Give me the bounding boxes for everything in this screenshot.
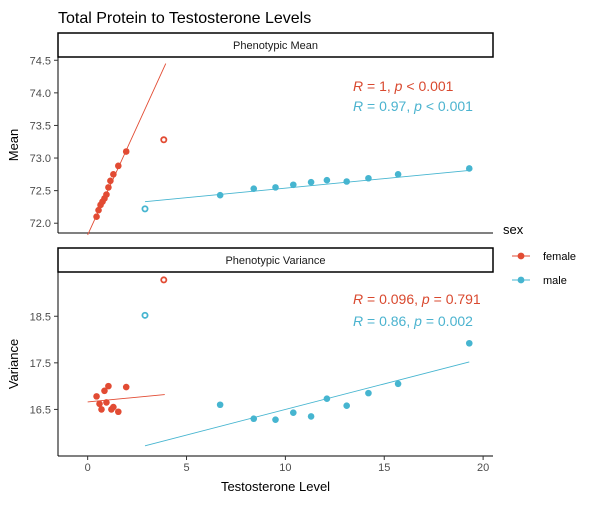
point-male	[343, 178, 350, 185]
point-male	[307, 178, 315, 186]
chart-title: Total Protein to Testosterone Levels	[58, 10, 311, 27]
legend-title: sex	[503, 222, 524, 237]
point-female	[122, 383, 130, 391]
y-axis-title-variance: Variance	[6, 339, 21, 389]
points-variance	[93, 276, 473, 423]
panel-variance: Phenotypic Variance Variance 16.5 17.5 18.…	[6, 247, 494, 457]
point-female	[96, 400, 103, 408]
point-female	[115, 408, 122, 416]
outlier-male	[141, 311, 149, 319]
y-tick-label: 74.5	[30, 55, 51, 67]
point-female	[103, 191, 110, 198]
x-ticks: 0 5 10 15 20	[85, 456, 489, 474]
point-female	[101, 387, 108, 395]
y-ticks-variance: 16.5 17.5 18.5	[30, 311, 58, 416]
point-male	[394, 380, 402, 388]
point-male	[272, 416, 279, 423]
point-female	[107, 177, 114, 185]
y-tick-label: 74.0	[30, 88, 51, 100]
point-male	[365, 174, 372, 182]
legend-label-male: male	[543, 275, 567, 287]
outlier-female	[160, 276, 168, 284]
point-female	[93, 393, 100, 400]
point-male	[394, 171, 402, 178]
point-male	[250, 185, 258, 192]
point-male	[307, 413, 315, 420]
point-female	[122, 148, 130, 155]
point-male	[323, 395, 331, 403]
x-tick-label: 15	[378, 462, 390, 474]
x-axis-title: Testosterone Level	[221, 479, 330, 494]
stat-male-mean: R = 0.97, p < 0.001	[353, 98, 473, 114]
legend-key-female	[517, 252, 525, 260]
y-tick-label: 72.0	[30, 218, 51, 230]
legend-item-male: male	[512, 275, 567, 287]
outlier-male	[141, 205, 149, 213]
point-male	[216, 191, 224, 199]
y-ticks-mean: 72.0 72.5 73.0 73.5 74.0 74.5	[30, 55, 58, 230]
points-mean	[93, 136, 473, 221]
point-female	[115, 162, 122, 170]
strip-label-mean: Phenotypic Mean	[233, 40, 318, 52]
point-male	[289, 181, 297, 189]
fit-lines-variance	[87, 361, 470, 447]
legend-key-male	[517, 276, 525, 284]
fit-line-male	[144, 169, 470, 203]
x-tick-label: 5	[183, 462, 189, 474]
y-tick-label: 72.5	[30, 186, 51, 198]
outlier-female	[160, 136, 168, 144]
point-female	[95, 206, 102, 214]
point-female	[93, 213, 100, 221]
point-male	[323, 176, 331, 184]
point-male	[365, 389, 372, 397]
legend-item-female: female	[512, 251, 576, 263]
point-male	[465, 339, 473, 347]
strip-mean	[57, 32, 494, 58]
point-female	[105, 184, 112, 191]
point-female	[103, 399, 110, 406]
point-female	[98, 406, 105, 413]
point-male	[465, 165, 473, 172]
strip-label-variance: Phenotypic Variance	[225, 255, 325, 267]
y-tick-label: 16.5	[30, 404, 51, 416]
y-tick-label: 18.5	[30, 311, 51, 323]
y-tick-label: 73.5	[30, 120, 51, 132]
point-male	[216, 401, 224, 409]
point-male	[289, 409, 297, 416]
point-male	[250, 415, 258, 423]
legend: sex female male	[503, 222, 576, 287]
point-male	[272, 184, 279, 191]
stat-male-variance: R = 0.86, p = 0.002	[353, 313, 473, 329]
panel-mean: Phenotypic Mean Mean 72.0 72.5 73.0 73.5 74.…	[6, 32, 494, 236]
stat-female-mean: R = 1, p < 0.001	[353, 78, 454, 94]
x-tick-label: 0	[85, 462, 91, 474]
strip-variance	[57, 247, 494, 273]
point-female	[110, 403, 117, 411]
legend-label-female: female	[543, 251, 576, 263]
x-tick-label: 10	[279, 462, 291, 474]
fit-line-male	[144, 361, 470, 447]
y-tick-label: 17.5	[30, 358, 51, 370]
point-female	[110, 171, 117, 178]
point-male	[343, 402, 350, 409]
point-female	[105, 382, 112, 390]
y-axis-title-mean: Mean	[6, 129, 21, 162]
y-tick-label: 73.0	[30, 153, 51, 165]
x-tick-label: 20	[477, 462, 489, 474]
stat-female-variance: R = 0.096, p = 0.791	[353, 291, 481, 307]
